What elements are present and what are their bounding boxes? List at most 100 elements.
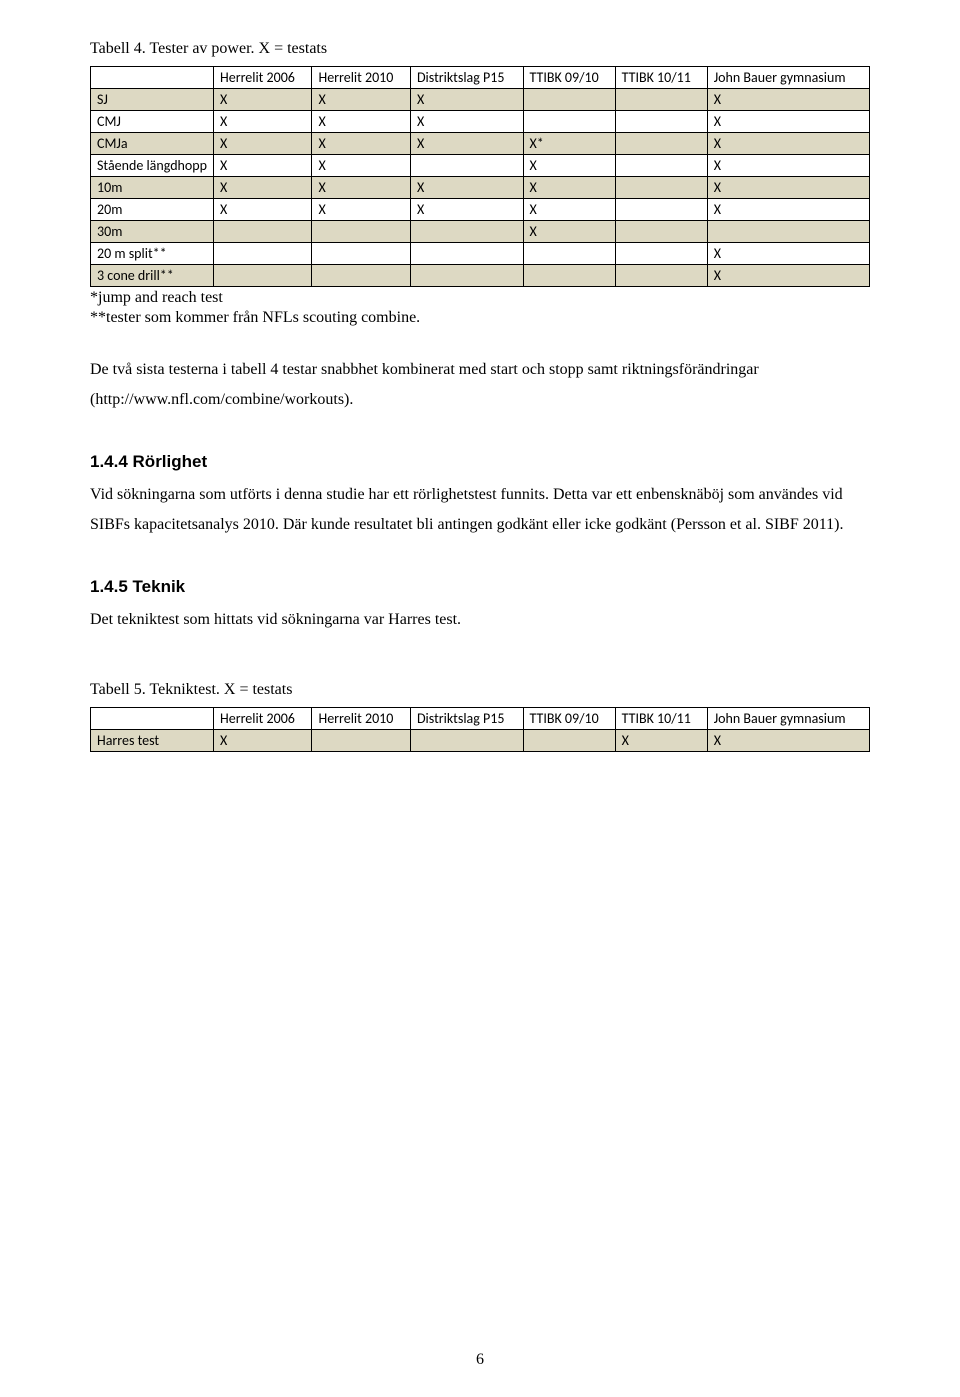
table4-cell xyxy=(410,155,523,177)
table4-cell xyxy=(312,265,410,287)
table4-header-3: Distriktslag P15 xyxy=(410,67,523,89)
table-row: SJXXXX xyxy=(91,89,870,111)
page-number: 6 xyxy=(0,1351,960,1369)
table4-row-label: CMJa xyxy=(91,133,214,155)
table4-cell: X xyxy=(523,155,615,177)
table4-cell xyxy=(615,265,707,287)
table4-header-4: TTIBK 09/10 xyxy=(523,67,615,89)
table4-cell xyxy=(214,265,312,287)
table4-cell: X xyxy=(523,177,615,199)
table4-cell: X xyxy=(707,133,869,155)
table4-footnote-1: *jump and reach test xyxy=(90,289,870,307)
paragraph-combine: De två sista testerna i tabell 4 testar … xyxy=(90,355,870,416)
table4-cell xyxy=(523,89,615,111)
table4-cell xyxy=(312,221,410,243)
paragraph-rorlighet: Vid sökningarna som utförts i denna stud… xyxy=(90,480,870,541)
table4-cell: X xyxy=(312,177,410,199)
table4-cell xyxy=(615,89,707,111)
table4-cell xyxy=(615,111,707,133)
table-row: 20mXXXXX xyxy=(91,199,870,221)
table-row: 20 m split** X xyxy=(91,243,870,265)
table5-cell: X xyxy=(707,729,869,751)
table4-cell: X xyxy=(312,89,410,111)
table4-cell: X xyxy=(214,177,312,199)
table4-cell: X xyxy=(707,199,869,221)
table4-row-label: 20 m split** xyxy=(91,243,214,265)
table4-row-label: 3 cone drill** xyxy=(91,265,214,287)
table4: Herrelit 2006 Herrelit 2010 Distriktslag… xyxy=(90,66,870,287)
table-row: 30m X xyxy=(91,221,870,243)
table5-header-4: TTIBK 09/10 xyxy=(523,707,615,729)
table4-cell xyxy=(410,243,523,265)
table4-header-2: Herrelit 2010 xyxy=(312,67,410,89)
table4-cell: X xyxy=(523,221,615,243)
table4-cell: X xyxy=(214,111,312,133)
table4-row-label: 10m xyxy=(91,177,214,199)
table4-cell: X xyxy=(214,199,312,221)
table4-header-5: TTIBK 10/11 xyxy=(615,67,707,89)
table4-row-label: CMJ xyxy=(91,111,214,133)
table5-cell xyxy=(312,729,410,751)
table4-cell xyxy=(214,243,312,265)
table5-cell: X xyxy=(615,729,707,751)
table4-row-label: 20m xyxy=(91,199,214,221)
table-row: 10mXXXXX xyxy=(91,177,870,199)
table4-cell xyxy=(615,221,707,243)
table5-row: Harres test X X X xyxy=(91,729,870,751)
table4-cell xyxy=(615,243,707,265)
table4-row-label: Stående längdhopp xyxy=(91,155,214,177)
heading-teknik: 1.4.5 Teknik xyxy=(90,577,870,597)
table5-cell xyxy=(410,729,523,751)
table4-cell: X xyxy=(707,177,869,199)
table5-header-3: Distriktslag P15 xyxy=(410,707,523,729)
table5-header-5: TTIBK 10/11 xyxy=(615,707,707,729)
table-row: CMJXXXX xyxy=(91,111,870,133)
table4-cell: X xyxy=(523,199,615,221)
table4-cell xyxy=(707,221,869,243)
table-row: Stående längdhoppXXXX xyxy=(91,155,870,177)
table5-row-label: Harres test xyxy=(91,729,214,751)
table5-header-empty xyxy=(91,707,214,729)
table4-cell: X xyxy=(312,111,410,133)
table4-cell: X xyxy=(707,155,869,177)
table4-footnote-2: **tester som kommer från NFLs scouting c… xyxy=(90,309,870,327)
table4-header-empty xyxy=(91,67,214,89)
table4-cell: X xyxy=(707,243,869,265)
table4-row-label: 30m xyxy=(91,221,214,243)
table5: Herrelit 2006 Herrelit 2010 Distriktslag… xyxy=(90,707,870,752)
table4-cell: X xyxy=(410,111,523,133)
table4-cell xyxy=(410,265,523,287)
table4-cell: X xyxy=(312,155,410,177)
table4-cell: X xyxy=(707,111,869,133)
table4-cell xyxy=(523,243,615,265)
table5-header-2: Herrelit 2010 xyxy=(312,707,410,729)
table4-cell: X xyxy=(214,155,312,177)
table4-cell: X xyxy=(707,265,869,287)
table-row: CMJaXXXX*X xyxy=(91,133,870,155)
table4-cell xyxy=(214,221,312,243)
table4-header-row: Herrelit 2006 Herrelit 2010 Distriktslag… xyxy=(91,67,870,89)
table4-header-1: Herrelit 2006 xyxy=(214,67,312,89)
table4-cell xyxy=(615,199,707,221)
table-row: 3 cone drill** X xyxy=(91,265,870,287)
table5-header-row: Herrelit 2006 Herrelit 2010 Distriktslag… xyxy=(91,707,870,729)
table4-cell xyxy=(523,265,615,287)
table5-cell xyxy=(523,729,615,751)
table4-cell: X xyxy=(410,177,523,199)
table4-cell xyxy=(410,221,523,243)
table5-header-6: John Bauer gymnasium xyxy=(707,707,869,729)
table5-header-1: Herrelit 2006 xyxy=(214,707,312,729)
table4-cell: X xyxy=(410,133,523,155)
heading-rorlighet: 1.4.4 Rörlighet xyxy=(90,452,870,472)
table4-cell xyxy=(312,243,410,265)
table5-caption: Tabell 5. Tekniktest. X = testats xyxy=(90,681,870,699)
table4-cell: X xyxy=(707,89,869,111)
table4-caption: Tabell 4. Tester av power. X = testats xyxy=(90,40,870,58)
table4-cell: X xyxy=(312,199,410,221)
table4-cell: X xyxy=(214,133,312,155)
table4-cell xyxy=(523,111,615,133)
table4-cell: X xyxy=(410,199,523,221)
table4-cell: X xyxy=(410,89,523,111)
table4-header-6: John Bauer gymnasium xyxy=(707,67,869,89)
table4-cell xyxy=(615,155,707,177)
